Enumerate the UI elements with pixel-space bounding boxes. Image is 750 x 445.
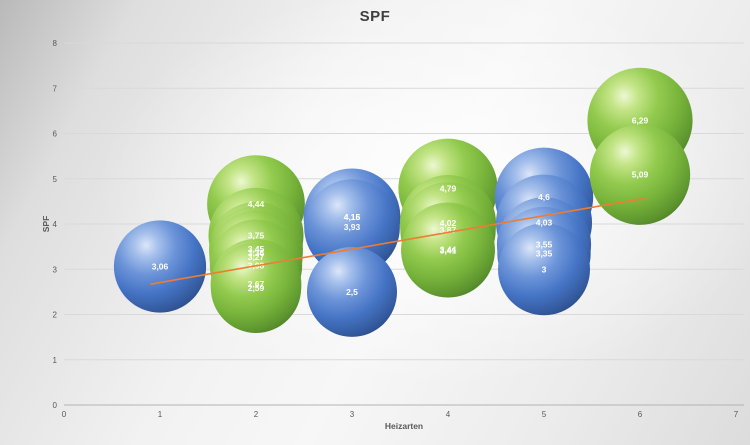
bubble-data-label: 3,27 xyxy=(248,252,265,262)
bubble-data-label: 2,5 xyxy=(346,287,358,297)
y-tick-label: 8 xyxy=(53,39,58,48)
bubble-data-label: 3,87 xyxy=(440,225,457,235)
bubble-data-label: 4,03 xyxy=(536,218,553,228)
trendline[interactable] xyxy=(150,197,645,285)
x-tick-label: 0 xyxy=(62,410,67,419)
bubble-data-label: 4,44 xyxy=(248,199,265,209)
bubble-data-label: 2,59 xyxy=(248,283,265,293)
x-tick-label: 3 xyxy=(350,410,355,419)
y-tick-label: 4 xyxy=(53,220,58,229)
y-tick-label: 2 xyxy=(53,311,58,320)
y-axis-title: SPF xyxy=(41,215,51,233)
x-tick-label: 5 xyxy=(542,410,547,419)
bubble[interactable] xyxy=(113,220,207,313)
x-axis-title: Heizarten xyxy=(384,421,424,431)
x-tick-label: 1 xyxy=(158,410,163,419)
bubble[interactable] xyxy=(210,242,302,333)
bubble-data-label: 3,41 xyxy=(440,246,457,256)
y-tick-label: 6 xyxy=(53,130,58,139)
bubble[interactable] xyxy=(304,179,400,276)
chart-title: SPF xyxy=(359,8,391,25)
x-tick-label: 6 xyxy=(638,410,643,419)
y-tick-label: 7 xyxy=(53,84,58,93)
y-tick-label: 5 xyxy=(53,175,58,184)
bubble-data-label: 3,55 xyxy=(536,239,553,249)
bubble-data-label: 4,15 xyxy=(344,212,361,222)
bubble-data-label: 3,75 xyxy=(248,230,265,240)
bubble-data-label: 4,16 xyxy=(344,212,361,222)
bubble-data-label: 2,67 xyxy=(248,279,265,289)
y-tick-label: 3 xyxy=(53,265,58,274)
x-tick-label: 4 xyxy=(446,410,451,419)
x-tick-label: 2 xyxy=(254,410,259,419)
bubble-data-label: 4,79 xyxy=(440,183,457,193)
bubble-data-label: 6,29 xyxy=(632,115,649,125)
bubble-data-label: 3,45 xyxy=(248,244,265,254)
bubble[interactable] xyxy=(498,223,590,316)
bubble[interactable] xyxy=(589,124,691,225)
y-tick-label: 1 xyxy=(53,356,58,365)
bubble-data-label: 3 xyxy=(542,264,547,274)
bubble[interactable] xyxy=(307,246,397,337)
bubble-data-label: 4,6 xyxy=(538,192,550,202)
bubble[interactable] xyxy=(401,203,495,298)
bubble-data-label: 3,06 xyxy=(152,262,169,272)
bubble-data-label: 3,93 xyxy=(344,222,361,232)
bubble-data-label: 3,35 xyxy=(536,248,553,258)
x-tick-label: 7 xyxy=(734,410,739,419)
bubble-data-label: 4,02 xyxy=(440,218,457,228)
bubble-data-label: 3,36 xyxy=(248,248,265,258)
y-tick-label: 0 xyxy=(53,401,58,410)
bubble-data-label: 3,44 xyxy=(440,244,457,254)
bubble-data-label: 5,09 xyxy=(632,170,649,180)
